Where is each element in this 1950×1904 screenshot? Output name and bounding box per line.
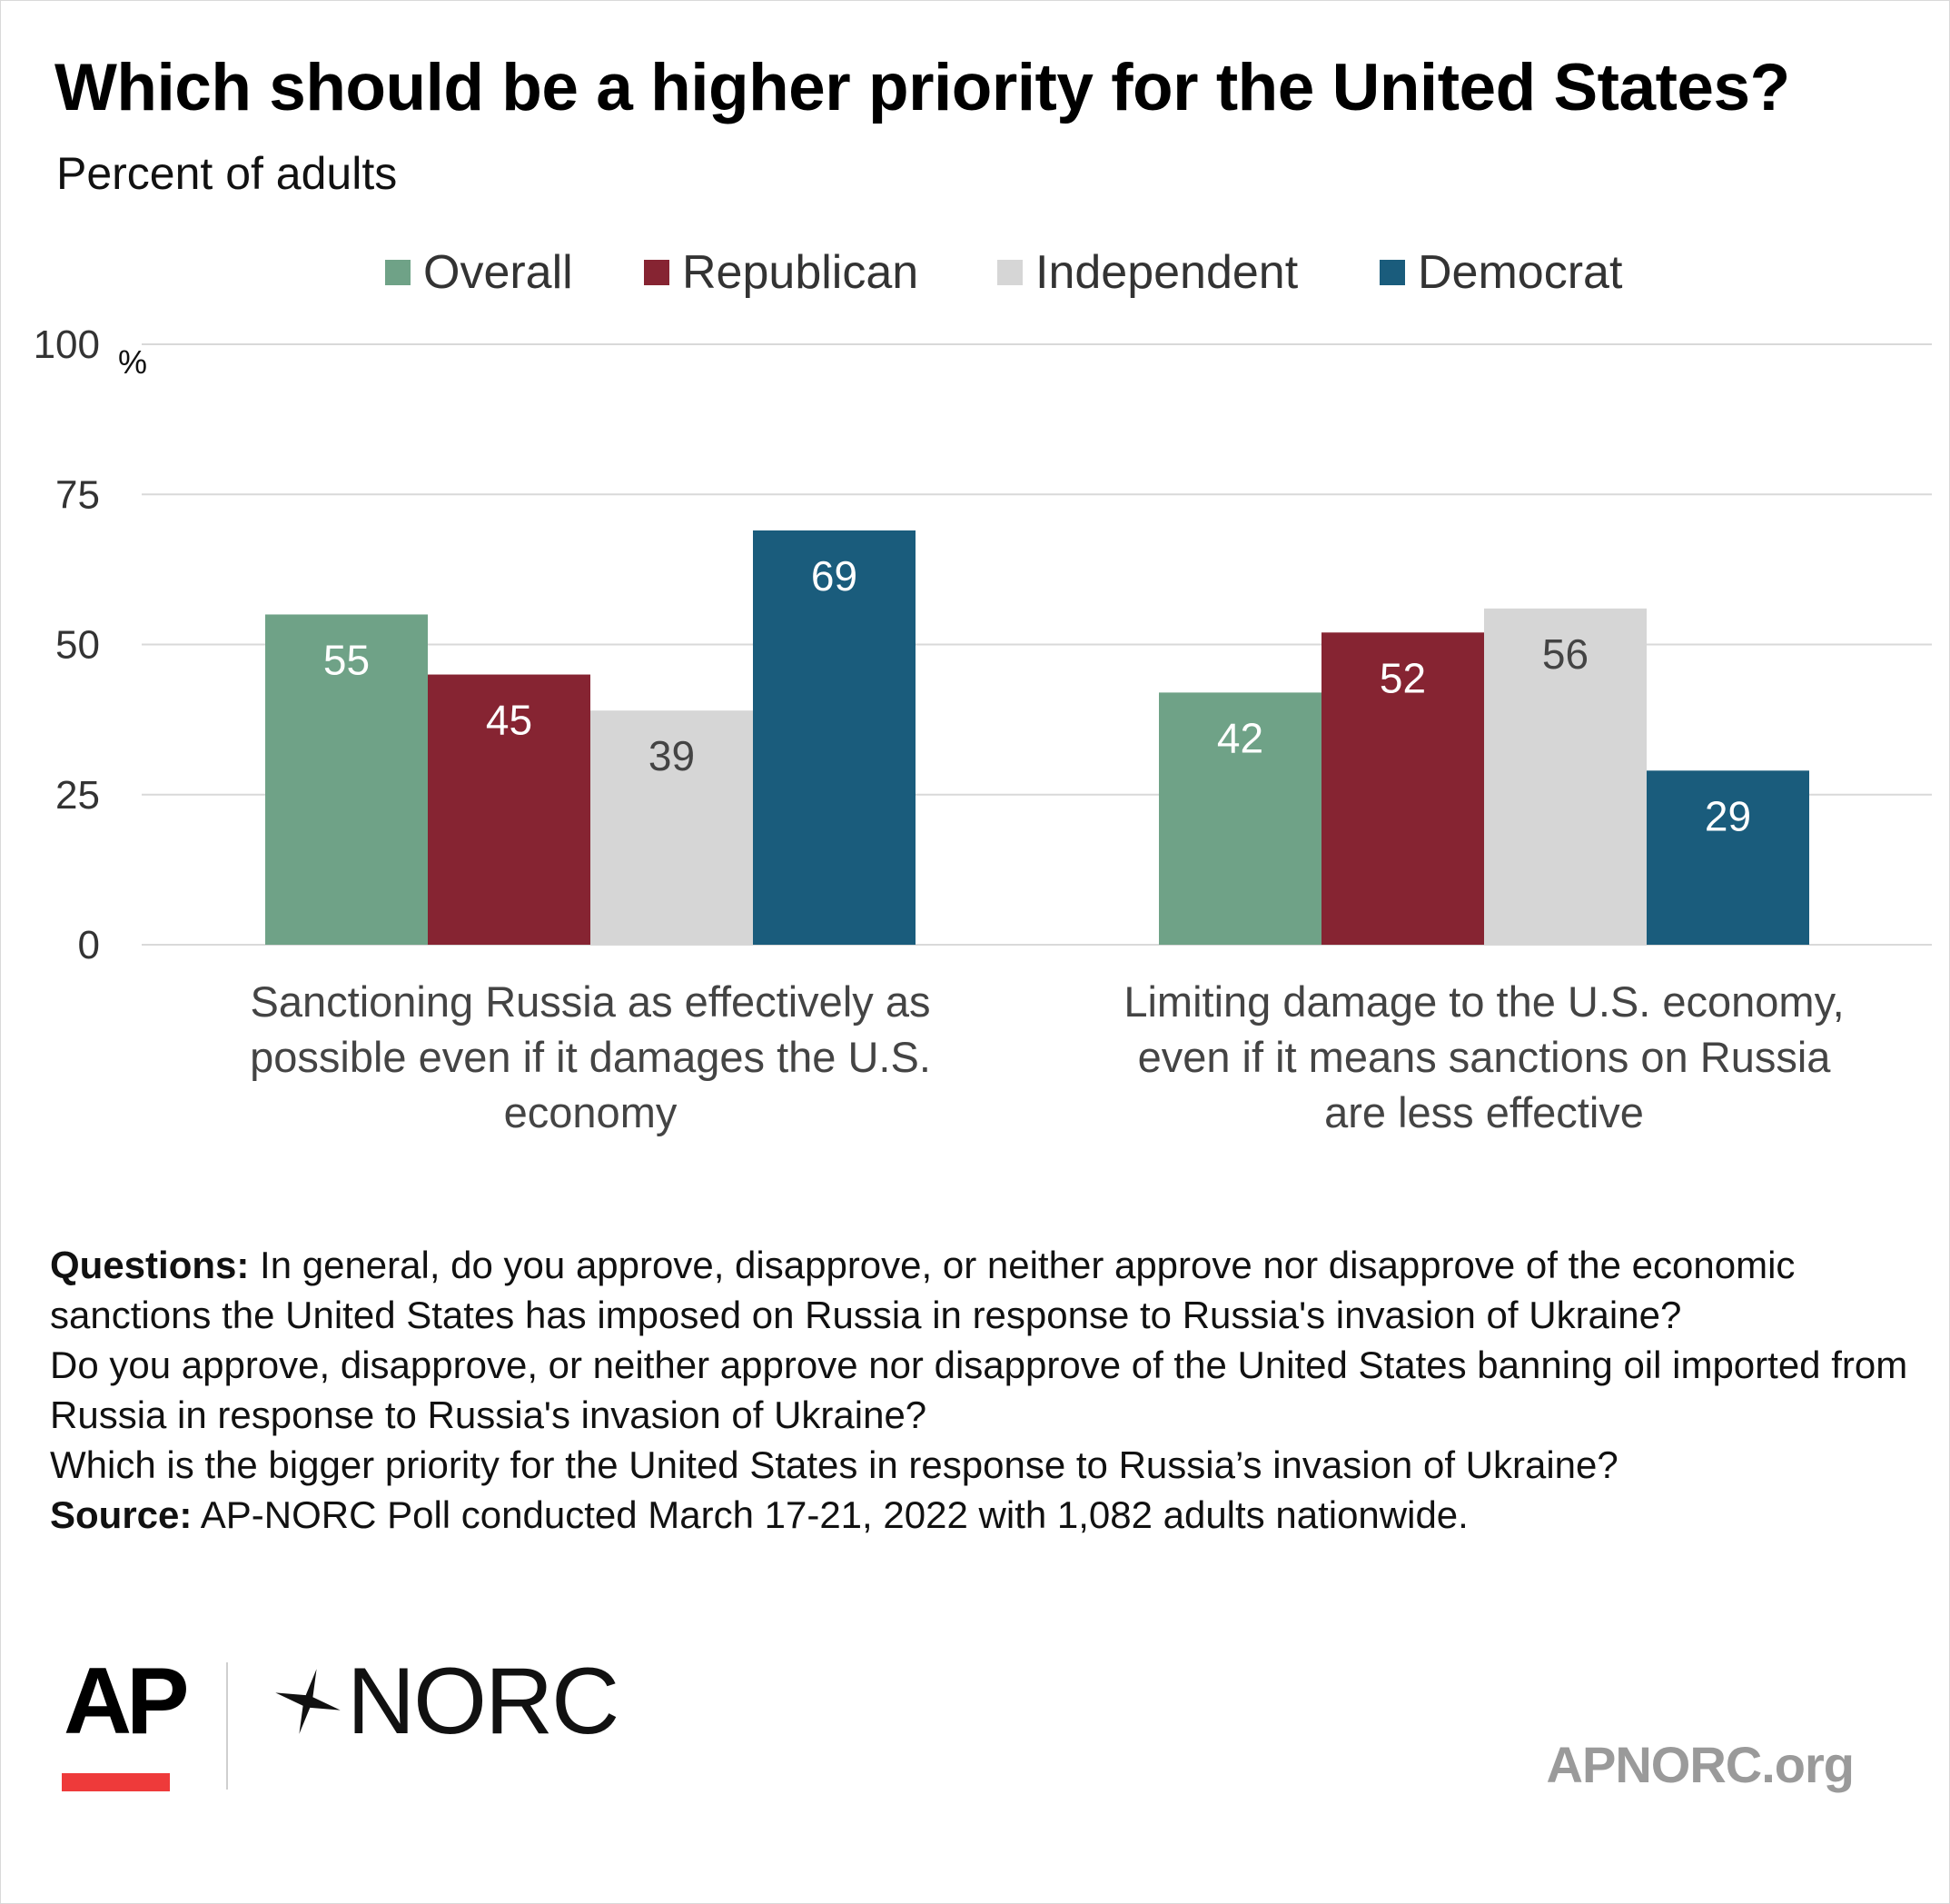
- category-label-sanctioning: Sanctioning Russia as effectively as pos…: [250, 977, 931, 1136]
- questions-line-3: Which is the bigger priority for the Uni…: [50, 1443, 1618, 1486]
- logo-divider: [226, 1662, 228, 1790]
- legend-swatch-republican: [644, 260, 669, 285]
- legend-label-republican: Republican: [682, 246, 919, 299]
- norc-logo-text: NORC: [347, 1649, 619, 1754]
- bar-value-label: 55: [323, 636, 370, 683]
- questions-line-2: Do you approve, disapprove, or neither a…: [50, 1344, 1908, 1436]
- legend-swatch-overall: [385, 260, 411, 285]
- y-tick-label: 75: [55, 472, 100, 517]
- questions-label: Questions:: [50, 1244, 250, 1286]
- bar-republican-1: [1321, 632, 1484, 945]
- ap-logo: AP: [64, 1649, 190, 1754]
- bar-value-label: 45: [486, 697, 532, 744]
- bar-overall-1: [1159, 692, 1321, 945]
- bar-democrat-1: [1647, 770, 1809, 945]
- legend-item-overall: Overall: [385, 243, 573, 302]
- category-label-limiting: Limiting damage to the U.S. economy, eve…: [1123, 977, 1845, 1136]
- legend-swatch-democrat: [1380, 260, 1405, 285]
- questions-line-1: In general, do you approve, disapprove, …: [50, 1244, 1796, 1336]
- y-axis-unit: %: [118, 343, 147, 381]
- bar-chart: 0 25 50 75 100 % 55 45 39 69 42 52 56 29: [34, 322, 1932, 963]
- y-tick-label: 25: [55, 773, 100, 818]
- bar-democrat-0: [753, 530, 916, 945]
- source-label: Source:: [50, 1493, 193, 1536]
- bar-independent-1: [1484, 608, 1647, 945]
- bar-value-label: 39: [648, 732, 695, 779]
- norc-logo: NORC: [272, 1649, 619, 1754]
- bar-value-label: 29: [1705, 792, 1751, 839]
- legend-label-overall: Overall: [423, 246, 573, 299]
- bar-value-label: 52: [1380, 654, 1426, 701]
- source-text: AP-NORC Poll conducted March 17-21, 2022…: [192, 1493, 1469, 1536]
- legend-item-independent: Independent: [997, 243, 1298, 302]
- y-tick-label: 0: [78, 923, 100, 963]
- bar-independent-0: [590, 710, 753, 945]
- bar-value-label: 56: [1542, 630, 1589, 678]
- questions-note: Questions: In general, do you approve, d…: [50, 1240, 1921, 1340]
- y-tick-label: 100: [34, 322, 100, 367]
- bar-overall-0: [265, 614, 428, 945]
- legend: Overall Republican Independent Democrat: [0, 243, 1950, 302]
- source-note: Source: AP-NORC Poll conducted March 17-…: [50, 1490, 1921, 1540]
- chart-title: Which should be a higher priority for th…: [54, 51, 1790, 124]
- legend-item-republican: Republican: [644, 243, 918, 302]
- ap-logo-red-bar: [62, 1773, 170, 1791]
- notes: Questions: In general, do you approve, d…: [50, 1240, 1921, 1540]
- legend-label-independent: Independent: [1035, 246, 1299, 299]
- legend-label-democrat: Democrat: [1418, 246, 1623, 299]
- bar-value-label: 69: [811, 552, 857, 600]
- legend-item-democrat: Democrat: [1380, 243, 1622, 302]
- chart-subtitle: Percent of adults: [56, 148, 398, 199]
- bar-republican-0: [428, 674, 590, 945]
- y-tick-label: 50: [55, 623, 100, 668]
- norc-star-icon: [275, 1669, 341, 1734]
- legend-swatch-independent: [997, 260, 1023, 285]
- site-url: APNORC.org: [1546, 1736, 1855, 1793]
- bar-value-label: 42: [1217, 714, 1263, 761]
